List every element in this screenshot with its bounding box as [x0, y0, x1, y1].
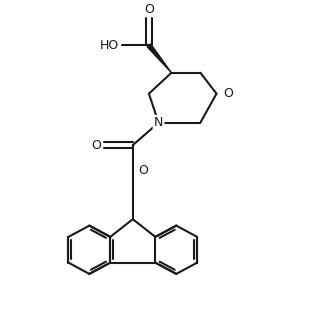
Text: N: N: [154, 116, 163, 129]
Text: O: O: [139, 164, 148, 178]
Text: HO: HO: [100, 39, 119, 52]
Text: O: O: [223, 87, 233, 100]
Polygon shape: [147, 44, 172, 73]
Text: O: O: [91, 139, 101, 152]
Text: O: O: [144, 3, 154, 16]
